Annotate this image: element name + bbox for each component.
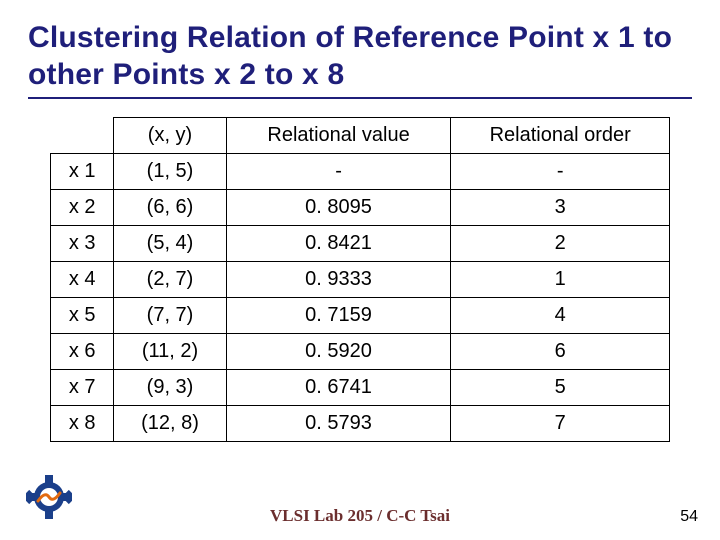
- cell-xy: (2, 7): [114, 262, 226, 298]
- table-row: x 1 (1, 5) - -: [51, 154, 670, 190]
- cell-xy: (9, 3): [114, 370, 226, 406]
- cell-xy: (5, 4): [114, 226, 226, 262]
- cell-order: 3: [451, 190, 670, 226]
- cell-point: x 3: [51, 226, 114, 262]
- footer-text: VLSI Lab 205 / C-C Tsai: [0, 506, 720, 526]
- table-wrap: (x, y) Relational value Relational order…: [50, 117, 670, 442]
- table-header-row: (x, y) Relational value Relational order: [51, 118, 670, 154]
- cell-point: x 2: [51, 190, 114, 226]
- cell-order: 4: [451, 298, 670, 334]
- cell-value: 0. 8095: [226, 190, 451, 226]
- cell-value: -: [226, 154, 451, 190]
- cell-value: 0. 6741: [226, 370, 451, 406]
- cell-xy: (11, 2): [114, 334, 226, 370]
- cell-value: 0. 8421: [226, 226, 451, 262]
- table-row: x 8 (12, 8) 0. 5793 7: [51, 406, 670, 442]
- cell-xy: (1, 5): [114, 154, 226, 190]
- table-row: x 5 (7, 7) 0. 7159 4: [51, 298, 670, 334]
- cell-point: x 1: [51, 154, 114, 190]
- cell-point: x 8: [51, 406, 114, 442]
- cell-value: 0. 9333: [226, 262, 451, 298]
- header-order: Relational order: [451, 118, 670, 154]
- header-value: Relational value: [226, 118, 451, 154]
- page-number: 54: [680, 508, 698, 526]
- table-row: x 6 (11, 2) 0. 5920 6: [51, 334, 670, 370]
- cell-order: 1: [451, 262, 670, 298]
- cell-xy: (6, 6): [114, 190, 226, 226]
- header-xy: (x, y): [114, 118, 226, 154]
- cell-point: x 4: [51, 262, 114, 298]
- header-blank: [51, 118, 114, 154]
- cell-order: 5: [451, 370, 670, 406]
- slide: Clustering Relation of Reference Point x…: [0, 0, 720, 540]
- cell-point: x 5: [51, 298, 114, 334]
- cell-order: 2: [451, 226, 670, 262]
- cell-value: 0. 7159: [226, 298, 451, 334]
- cell-xy: (12, 8): [114, 406, 226, 442]
- cell-order: -: [451, 154, 670, 190]
- title-block: Clustering Relation of Reference Point x…: [28, 20, 692, 99]
- relation-table: (x, y) Relational value Relational order…: [50, 117, 670, 442]
- cell-value: 0. 5793: [226, 406, 451, 442]
- table-row: x 2 (6, 6) 0. 8095 3: [51, 190, 670, 226]
- table-row: x 3 (5, 4) 0. 8421 2: [51, 226, 670, 262]
- cell-xy: (7, 7): [114, 298, 226, 334]
- table-row: x 4 (2, 7) 0. 9333 1: [51, 262, 670, 298]
- table-row: x 7 (9, 3) 0. 6741 5: [51, 370, 670, 406]
- cell-value: 0. 5920: [226, 334, 451, 370]
- cell-order: 6: [451, 334, 670, 370]
- page-title: Clustering Relation of Reference Point x…: [28, 20, 692, 93]
- title-rule: [28, 97, 692, 99]
- cell-point: x 7: [51, 370, 114, 406]
- cell-order: 7: [451, 406, 670, 442]
- cell-point: x 6: [51, 334, 114, 370]
